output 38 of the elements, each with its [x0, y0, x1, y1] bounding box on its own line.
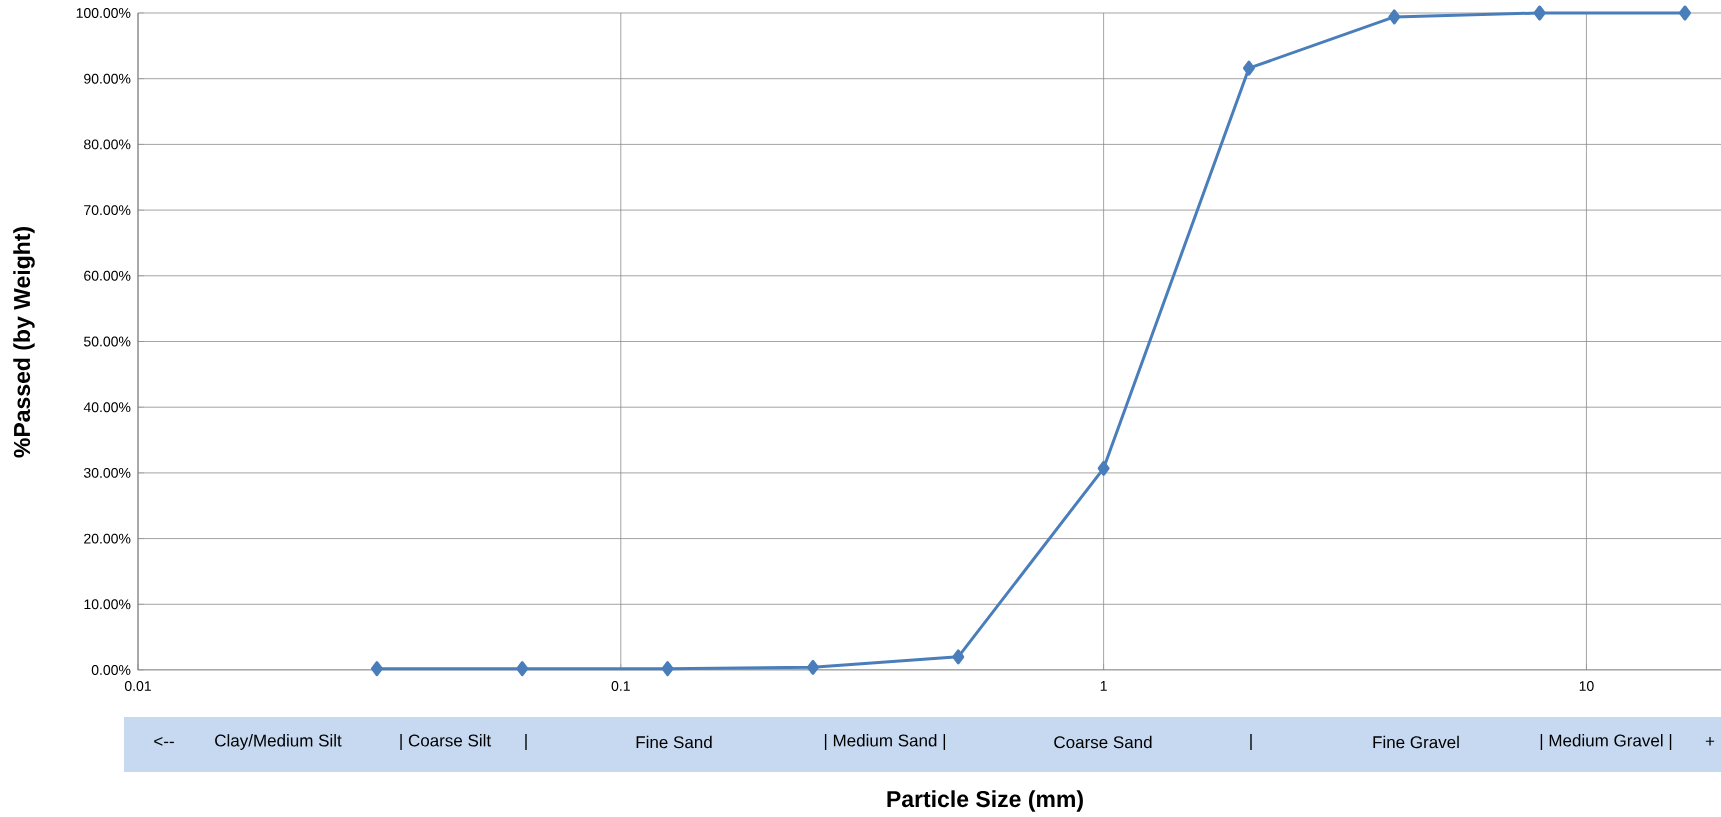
y-tick-label: 50.00%: [84, 336, 131, 347]
y-tick-label: 0.00%: [91, 665, 131, 675]
x-tick-label: 0.01: [124, 681, 151, 691]
y-tick-label: 40.00%: [83, 402, 131, 413]
y-tick-label: 80.00%: [84, 139, 131, 150]
text: Fine Sand: [636, 735, 712, 749]
x-axis-title: Particle Size (mm): [887, 790, 1083, 812]
text: Fine Gravel: [1373, 735, 1459, 749]
text: | Medium Sand |: [824, 734, 946, 750]
point: [516, 661, 529, 677]
text: Coarse Sand: [1054, 735, 1152, 749]
y-tick-label: 100.00%: [76, 8, 131, 18]
point: [370, 661, 383, 677]
text: <--: [154, 737, 174, 746]
x-tick-label: 10: [1579, 681, 1594, 691]
x-tick-label: 1: [1100, 681, 1107, 691]
text: |: [525, 734, 527, 750]
text: Clay/Medium Silt: [215, 734, 342, 750]
text: +: [1705, 737, 1715, 746]
point: [1388, 9, 1401, 25]
y-tick-label: 70.00%: [84, 205, 131, 216]
y-tick-label: 90.00%: [84, 73, 131, 84]
y-tick-label: 60.00%: [84, 270, 131, 281]
y-tick-label: 20.00%: [84, 533, 131, 544]
text: | Medium Gravel |: [1540, 734, 1672, 750]
y-axis-title: %Passed (by Weight): [13, 227, 35, 458]
point: [1533, 5, 1546, 21]
y-tick-label: 30.00%: [83, 467, 131, 478]
point: [1678, 5, 1691, 21]
x-tick-label: 0.1: [611, 681, 630, 691]
text: |: [1250, 734, 1252, 750]
point: [1242, 60, 1255, 76]
point: [952, 649, 965, 665]
y-tick-label: 10.00%: [84, 599, 131, 610]
point: [1097, 460, 1110, 476]
text: | Coarse Silt: [400, 734, 492, 750]
point: [806, 659, 819, 675]
point: [661, 661, 674, 677]
